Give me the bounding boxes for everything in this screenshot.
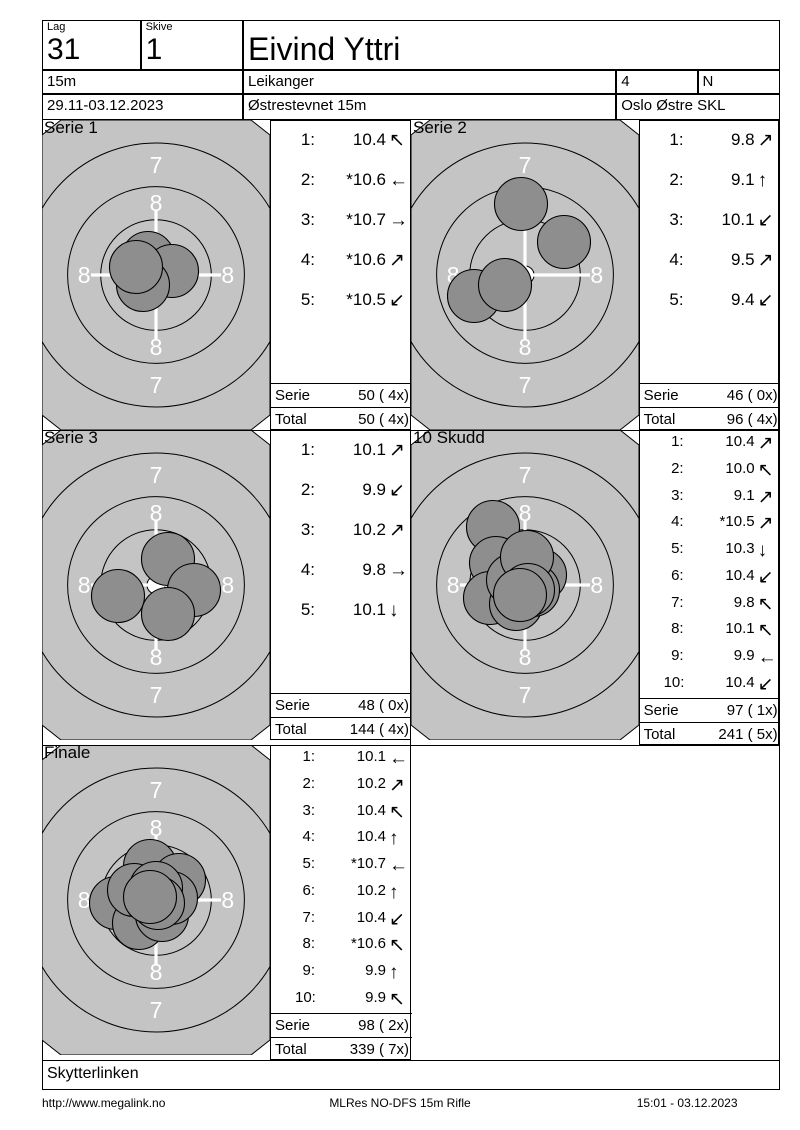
svg-text:8: 8	[78, 887, 91, 913]
svg-text:7: 7	[518, 372, 531, 398]
svg-text:Serie 1: Serie 1	[44, 120, 98, 137]
svg-text:8: 8	[590, 572, 603, 598]
svg-text:8: 8	[446, 572, 459, 598]
svg-text:8: 8	[78, 262, 91, 288]
svg-text:7: 7	[150, 682, 163, 708]
svg-text:7: 7	[150, 462, 163, 488]
svg-text:8: 8	[221, 262, 234, 288]
svg-text:8: 8	[78, 572, 91, 598]
svg-text:7: 7	[150, 777, 163, 803]
svg-text:8: 8	[590, 262, 603, 288]
svg-text:Serie 3: Serie 3	[44, 430, 98, 447]
svg-text:7: 7	[150, 372, 163, 398]
svg-text:7: 7	[150, 997, 163, 1023]
svg-text:7: 7	[518, 682, 531, 708]
svg-text:8: 8	[221, 887, 234, 913]
svg-text:Finale: Finale	[44, 745, 90, 762]
svg-text:8: 8	[221, 572, 234, 598]
svg-text:Serie 2: Serie 2	[413, 120, 467, 137]
svg-text:7: 7	[518, 462, 531, 488]
svg-text:7: 7	[150, 152, 163, 178]
svg-text:10 Skudd: 10 Skudd	[413, 430, 485, 447]
svg-text:7: 7	[518, 152, 531, 178]
